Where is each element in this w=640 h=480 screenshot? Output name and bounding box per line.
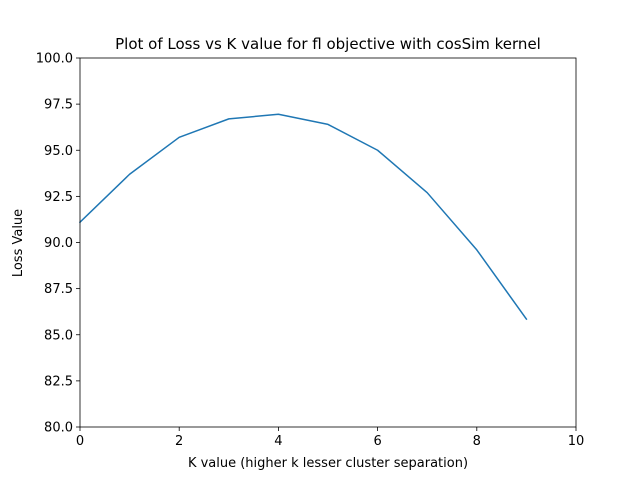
y-tick-label: 100.0 [36, 52, 73, 67]
y-tick-label: 85.0 [44, 328, 73, 343]
x-tick-label: 10 [568, 434, 585, 449]
x-tick-label: 8 [473, 434, 481, 449]
x-tick-label: 4 [274, 434, 282, 449]
series-line-0 [78, 113, 528, 321]
x-tick-label: 2 [175, 434, 183, 449]
chart-title: Plot of Loss vs K value for fl objective… [115, 35, 541, 53]
plot-area: 0 2 4 6 8 10 80.0 82.5 85.0 87.5 90.0 92.5 95.0 97.5 1… [36, 52, 584, 450]
y-tick-label: 80.0 [44, 421, 73, 436]
y-tick-label: 87.5 [44, 282, 73, 297]
y-tick-label: 92.5 [44, 190, 73, 205]
x-tick-label: 6 [373, 434, 381, 449]
y-tick-label: 90.0 [44, 236, 73, 251]
x-tick-label: 0 [76, 434, 84, 449]
y-axis-label: Loss Value [11, 209, 26, 277]
y-tick-label: 82.5 [44, 374, 73, 389]
x-axis-label: K value (higher k lesser cluster separat… [188, 456, 468, 471]
y-tick-label: 97.5 [44, 98, 73, 113]
axes-frame [79, 57, 577, 428]
y-tick-label: 95.0 [44, 144, 73, 159]
